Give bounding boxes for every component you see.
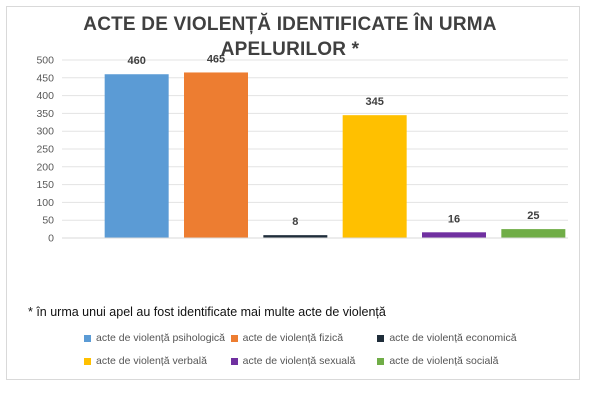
y-tick-label: 150 [36,179,54,191]
data-label: 8 [292,216,298,228]
legend-item: acte de violență verbală [84,355,231,367]
bar [263,235,328,238]
bar [422,232,486,238]
legend-item: acte de violență psihologică [84,332,231,344]
legend-label: acte de violență verbală [96,355,207,367]
legend-swatch [84,334,91,342]
legend-label: acte de violență socială [389,355,499,367]
legend-swatch [377,334,385,342]
chart-frame [6,6,580,380]
legend-label: acte de violență economică [389,332,517,344]
legend-swatch [84,357,91,365]
legend-swatch [230,334,238,342]
data-label: 345 [365,96,383,108]
legend-swatch [230,357,238,365]
chart-plot: 0 50 100 150 200 250 300 350 400 450 500 460 465 8 34… [36,53,568,245]
legend: acte de violență psihologică acte de viol… [84,332,524,367]
y-tick-label: 0 [48,233,54,245]
legend-item: acte de violență fizică [230,332,378,344]
chart-title: ACTE DE VIOLENȚĂ IDENTIFICATE ÎN URMA AP… [83,14,497,60]
y-tick-label: 200 [36,161,54,173]
legend-item: acte de violență economică [377,332,524,344]
y-axis-ticks: 0 50 100 150 200 250 300 350 400 450 500 [36,55,54,245]
legend-item: acte de violență sexuală [230,355,378,367]
data-label: 16 [448,213,460,225]
bar [184,72,248,239]
footnote: * în urma unui apel au fost identificate… [28,305,386,319]
data-label: 465 [207,53,225,65]
legend-label: acte de violență fizică [242,332,344,344]
legend-swatch [377,357,385,365]
data-label: 460 [127,55,145,67]
y-tick-label: 100 [36,197,54,209]
bars [104,72,566,239]
bar [342,115,407,238]
legend-label: acte de violență sexuală [242,355,356,367]
y-tick-label: 350 [36,108,54,120]
y-tick-label: 250 [36,144,54,156]
legend-label: acte de violență psihologică [96,332,226,344]
data-labels: 460 465 8 345 16 25 [127,53,539,228]
y-tick-label: 300 [36,126,54,138]
bar [501,229,566,238]
bar [104,74,169,239]
y-tick-label: 500 [36,55,54,67]
y-tick-label: 50 [42,215,54,227]
data-label: 25 [527,210,539,222]
legend-item: acte de violență socială [377,355,524,367]
y-tick-label: 450 [36,72,54,84]
y-tick-label: 400 [36,90,54,102]
